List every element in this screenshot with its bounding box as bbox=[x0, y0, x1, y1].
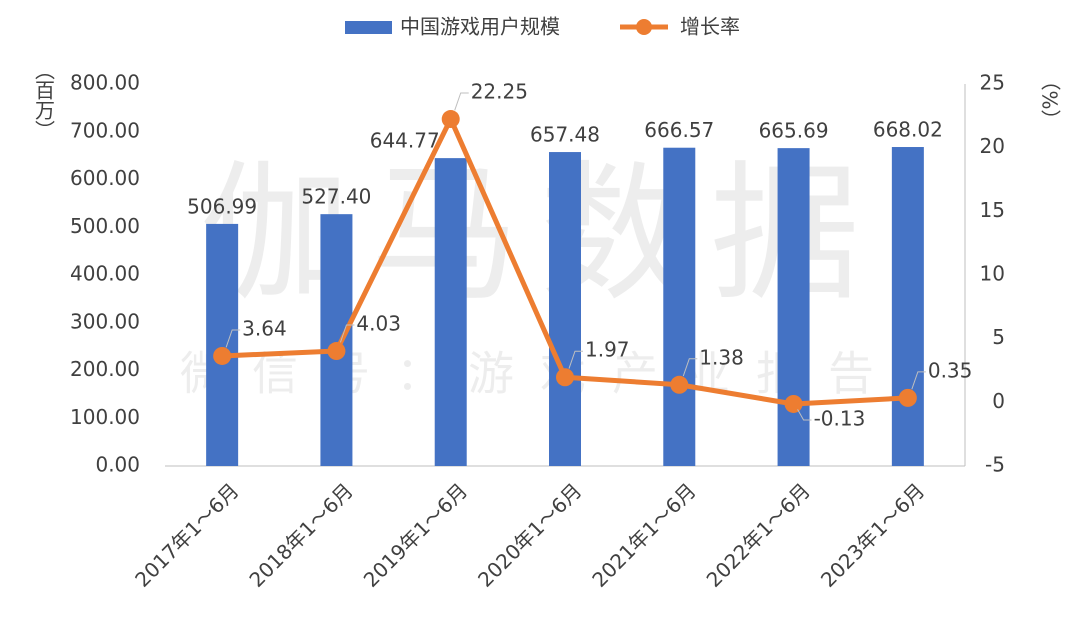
line-marker bbox=[441, 110, 460, 129]
bar-value-label: 644.77 bbox=[370, 129, 440, 153]
line-marker bbox=[213, 346, 232, 365]
bar bbox=[777, 148, 810, 466]
y2-tick-label: 20 bbox=[980, 134, 1005, 158]
line-value-label: 1.38 bbox=[699, 345, 744, 369]
line-marker bbox=[784, 394, 803, 413]
y2-tick-label: 10 bbox=[980, 262, 1005, 286]
bar-value-label: 668.02 bbox=[873, 118, 943, 142]
y-axis-title: （百万） bbox=[32, 60, 56, 140]
x-tick-label: 2017年1～6月 bbox=[130, 478, 243, 591]
bar bbox=[320, 214, 353, 466]
y-tick-label: 500.00 bbox=[70, 214, 140, 238]
line-value-label: 1.97 bbox=[585, 338, 630, 362]
y-tick-label: 100.00 bbox=[70, 405, 140, 429]
bar-value-label: 527.40 bbox=[301, 185, 371, 209]
label-leader bbox=[339, 324, 355, 343]
y2-tick-label: 0 bbox=[992, 389, 1005, 413]
legend-swatch bbox=[636, 19, 652, 35]
y-tick-label: 200.00 bbox=[70, 357, 140, 381]
bar-value-label: 506.99 bbox=[187, 194, 257, 218]
legend-label: 中国游戏用户规模 bbox=[400, 15, 560, 39]
x-tick-label: 2022年1～6月 bbox=[702, 478, 815, 591]
label-leader bbox=[682, 358, 698, 377]
line-value-label: 22.25 bbox=[471, 80, 528, 104]
y-tick-label: 600.00 bbox=[70, 166, 140, 190]
bar-value-label: 666.57 bbox=[644, 118, 714, 142]
bar bbox=[206, 223, 239, 466]
x-tick-label: 2021年1～6月 bbox=[587, 478, 700, 591]
bar-value-label: 657.48 bbox=[530, 123, 600, 147]
y2-tick-label: 15 bbox=[980, 198, 1005, 222]
y-tick-label: 300.00 bbox=[70, 309, 140, 333]
y-tick-label: 0.00 bbox=[95, 453, 140, 477]
legend-swatch bbox=[345, 21, 392, 34]
y-tick-label: 800.00 bbox=[70, 71, 140, 95]
x-tick-label: 2018年1～6月 bbox=[244, 478, 357, 591]
y2-axis-title: （%） bbox=[1038, 70, 1062, 129]
bar bbox=[663, 147, 696, 466]
line-marker bbox=[556, 368, 574, 387]
y2-tick-label: -5 bbox=[985, 453, 1005, 477]
x-tick-label: 2020年1～6月 bbox=[473, 478, 586, 591]
bar-value-label: 665.69 bbox=[759, 119, 829, 143]
bar bbox=[891, 147, 924, 466]
y-tick-label: 700.00 bbox=[70, 118, 140, 142]
label-leader bbox=[454, 92, 469, 111]
x-tick-label: 2019年1～6月 bbox=[359, 478, 472, 591]
label-leader bbox=[797, 409, 812, 421]
y2-tick-label: 5 bbox=[992, 325, 1005, 349]
y2-tick-label: 25 bbox=[980, 71, 1005, 95]
line-marker bbox=[898, 388, 917, 407]
watermark: 微信号：游戏产业报告 bbox=[180, 347, 900, 401]
line-marker bbox=[327, 342, 346, 361]
legend-label: 增长率 bbox=[680, 15, 740, 39]
bar bbox=[434, 158, 467, 467]
line-marker bbox=[670, 375, 689, 394]
bar bbox=[549, 152, 581, 467]
label-leader bbox=[225, 329, 241, 348]
line-value-label: -0.13 bbox=[814, 406, 866, 430]
line-value-label: 3.64 bbox=[242, 316, 287, 340]
line-value-label: 4.03 bbox=[356, 312, 401, 336]
label-leader bbox=[911, 371, 926, 390]
line-value-label: 0.35 bbox=[928, 358, 973, 382]
label-leader bbox=[568, 350, 583, 369]
y-tick-label: 400.00 bbox=[70, 262, 140, 286]
x-tick-label: 2023年1～6月 bbox=[816, 478, 929, 591]
